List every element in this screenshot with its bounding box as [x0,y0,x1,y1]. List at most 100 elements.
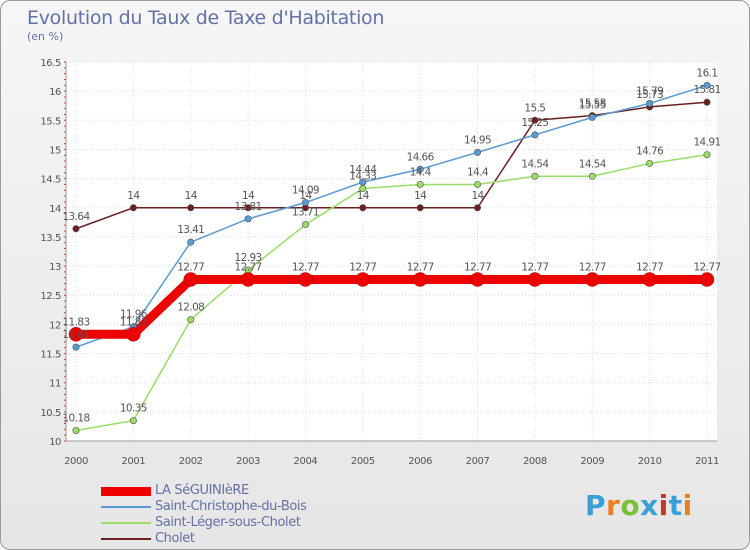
data-label: 15.58 [579,98,606,110]
legend-label: Saint-Christophe-du-Bois [155,499,307,514]
data-point [531,116,539,124]
data-point [527,272,543,287]
x-tick-label: 2005 [351,456,375,467]
x-tick-label: 2000 [64,456,88,467]
data-point [359,204,367,212]
x-tick-label: 2006 [408,456,432,467]
data-label: 12.77 [407,261,434,273]
legend-swatch-brown [101,538,151,540]
data-point [646,99,654,107]
data-label: 14.76 [636,145,664,157]
data-label: 15.73 [636,89,663,101]
x-tick-label: 2009 [580,456,604,467]
data-label: 14 [242,190,255,202]
data-label: 11.61 [62,329,89,341]
y-tick-label: 13 [49,262,61,273]
data-point [531,172,539,180]
data-label: 11.96 [120,309,148,321]
data-point [642,272,657,287]
data-label: 14.54 [579,158,607,170]
data-label: 14 [414,190,427,202]
data-point [68,327,84,342]
data-label: 14.95 [464,134,491,146]
series-line [75,153,708,432]
legend-swatch-green [101,522,151,524]
data-label: 16.1 [697,67,718,79]
y-tick-label: 11.5 [40,350,61,361]
data-point [588,172,596,180]
logo-letter: x [640,489,659,522]
x-tick-label: 2007 [466,456,490,467]
x-tick-label: 2008 [523,456,547,467]
data-label: 12.77 [235,261,262,273]
data-point [72,427,80,435]
data-point [359,178,367,186]
x-tick-label: 2004 [294,456,318,467]
data-label: 14.66 [407,151,435,163]
data-label: 13.71 [292,207,319,219]
data-point [703,81,711,89]
data-label: 14 [357,190,370,202]
data-point [126,327,141,342]
data-label: 12.77 [177,261,204,273]
data-label: 12.77 [292,261,319,273]
data-label: 11.83 [120,316,147,328]
data-point [531,131,539,139]
legend-label: Saint-Léger-sous-Cholet [155,515,301,530]
y-tick-label: 15.5 [40,116,61,127]
data-label: 14 [127,190,140,202]
data-point [703,98,711,106]
legend-swatch-blue [101,506,151,508]
y-tick-label: 11 [49,379,61,390]
y-tick-label: 10.5 [40,408,61,419]
data-label: 12.77 [464,261,491,273]
data-label: 14.54 [521,158,549,170]
data-label: 15.79 [636,85,663,97]
data-point [416,165,424,173]
data-point [129,204,137,212]
data-label: 12.77 [693,261,720,273]
series-line [75,101,708,230]
data-point [187,238,195,246]
data-label: 14.33 [349,171,376,183]
x-tick-label: 2011 [695,456,719,467]
data-label: 14.91 [693,137,720,149]
data-point [416,204,424,212]
y-tick-label: 13.5 [40,233,61,244]
data-point [244,215,252,223]
data-label: 11.83 [62,316,89,328]
data-point [183,272,198,287]
data-point [301,221,309,229]
data-point [585,272,600,287]
data-label: 13.41 [177,224,204,236]
y-tick-label: 15 [49,145,61,156]
data-label: 12.08 [177,302,204,314]
series-line [75,84,708,348]
data-point [72,225,80,233]
data-label: 12.77 [521,261,548,273]
plot-area [66,62,717,441]
data-label: 14 [299,190,312,202]
x-tick-label: 2003 [236,456,260,467]
logo-letter: r [606,489,621,522]
y-tick-label: 10 [49,437,61,448]
data-label: 14 [471,190,484,202]
logo-letter: P [585,489,607,522]
proxiti-logo: Proxiti [585,489,693,522]
data-label: 10.35 [120,403,147,415]
data-point [412,272,428,287]
y-tick-label: 12 [49,320,61,331]
data-label: 15.5 [524,102,545,114]
data-label: 10.18 [62,413,89,425]
series-line [71,274,712,339]
data-label: 13.64 [62,211,90,223]
data-label: 15.55 [579,99,606,111]
data-label: 12.93 [235,252,262,264]
data-point [474,180,482,188]
logo-letter: i [658,489,669,522]
data-label: 14.09 [292,185,319,197]
data-label: 14.4 [410,166,432,178]
data-point [474,204,482,212]
